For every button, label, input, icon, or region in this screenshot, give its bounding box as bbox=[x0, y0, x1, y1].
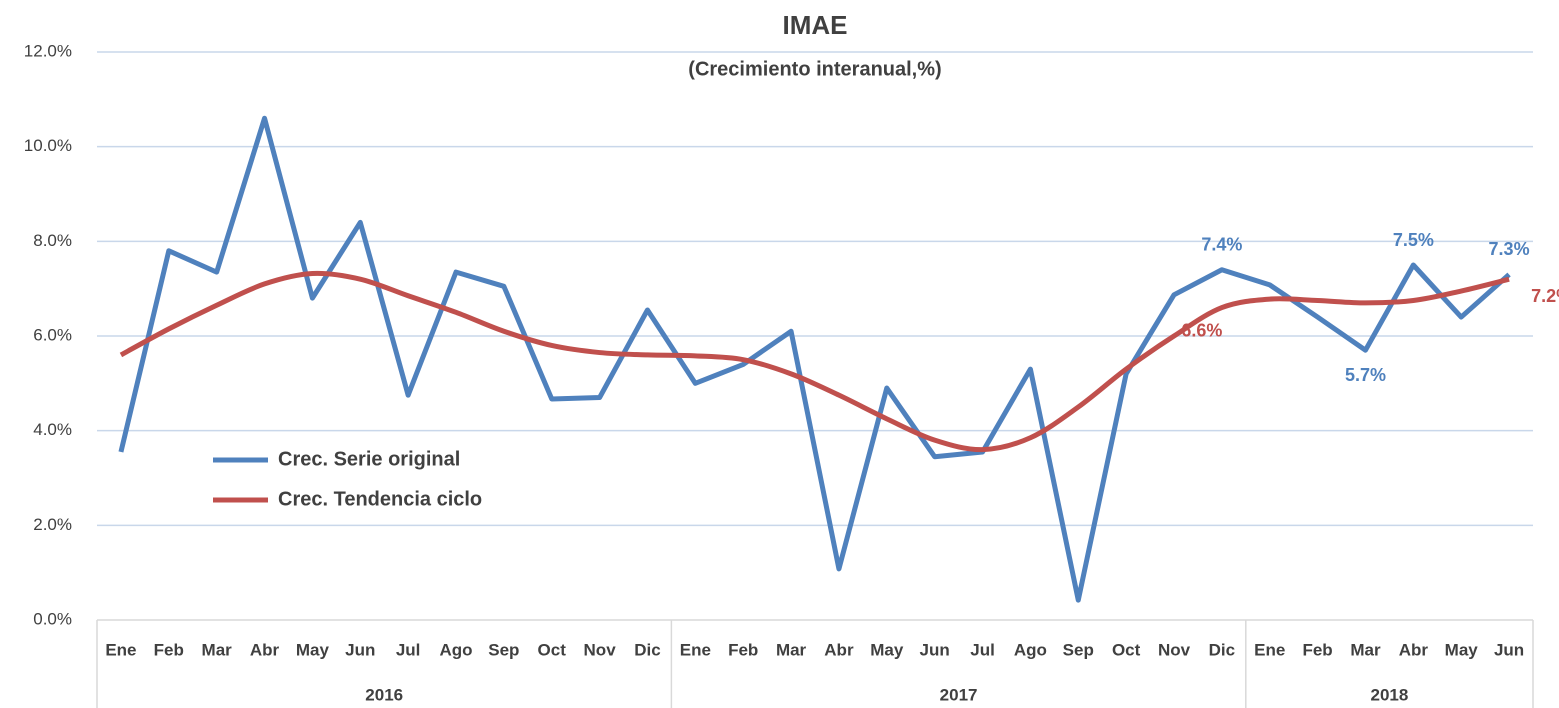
data-label: 7.3% bbox=[1489, 239, 1530, 259]
x-tick-label: Abr bbox=[1399, 640, 1429, 659]
x-tick-label: Feb bbox=[154, 640, 184, 659]
x-tick-label: Nov bbox=[584, 640, 617, 659]
x-tick-label: Ago bbox=[1014, 640, 1047, 659]
x-tick-label: Oct bbox=[538, 640, 567, 659]
x-tick-label: May bbox=[1445, 640, 1479, 659]
x-tick-label: Abr bbox=[250, 640, 280, 659]
x-tick-label: Mar bbox=[776, 640, 807, 659]
x-tick-label: Feb bbox=[1302, 640, 1332, 659]
legend-label: Crec. Serie original bbox=[278, 448, 460, 470]
x-tick-label: May bbox=[296, 640, 330, 659]
series-line bbox=[118, 115, 1511, 603]
data-label: 5.7% bbox=[1345, 365, 1386, 385]
legend-label: Crec. Tendencia ciclo bbox=[278, 488, 482, 510]
x-tick-label: Mar bbox=[202, 640, 233, 659]
data-label: 7.5% bbox=[1393, 230, 1434, 250]
y-tick-label: 2.0% bbox=[33, 515, 72, 534]
y-tick-label: 10.0% bbox=[24, 136, 72, 155]
group-label: 2017 bbox=[940, 685, 978, 704]
x-tick-label: Nov bbox=[1158, 640, 1191, 659]
y-tick-label: 8.0% bbox=[33, 231, 72, 250]
group-label: 2018 bbox=[1370, 685, 1408, 704]
chart-title: IMAE bbox=[783, 10, 848, 40]
x-tick-label: Ene bbox=[105, 640, 136, 659]
chart-subtitle: (Crecimiento interanual,%) bbox=[688, 58, 941, 80]
data-label: 7.2% bbox=[1531, 286, 1559, 306]
data-label: 6.6% bbox=[1181, 320, 1222, 340]
x-tick-label: Jul bbox=[970, 640, 995, 659]
y-tick-label: 4.0% bbox=[33, 420, 72, 439]
x-tick-label: Sep bbox=[1063, 640, 1094, 659]
x-tick-label: Dic bbox=[1209, 640, 1235, 659]
x-tick-label: Sep bbox=[488, 640, 519, 659]
x-tick-label: Jun bbox=[1494, 640, 1524, 659]
x-tick-label: Dic bbox=[634, 640, 660, 659]
x-tick-label: Mar bbox=[1350, 640, 1381, 659]
x-tick-label: Jun bbox=[345, 640, 375, 659]
y-tick-label: 12.0% bbox=[24, 41, 72, 60]
x-tick-label: Jun bbox=[920, 640, 950, 659]
x-tick-label: May bbox=[870, 640, 904, 659]
x-tick-label: Ene bbox=[680, 640, 711, 659]
y-tick-label: 0.0% bbox=[33, 609, 72, 628]
y-tick-label: 6.0% bbox=[33, 325, 72, 344]
x-tick-label: Feb bbox=[728, 640, 758, 659]
series-line bbox=[119, 270, 1510, 453]
x-tick-label: Abr bbox=[824, 640, 854, 659]
group-label: 2016 bbox=[365, 685, 403, 704]
x-tick-label: Ago bbox=[439, 640, 472, 659]
x-tick-label: Ene bbox=[1254, 640, 1285, 659]
data-label: 7.4% bbox=[1201, 234, 1242, 254]
x-tick-label: Oct bbox=[1112, 640, 1141, 659]
x-tick-label: Jul bbox=[396, 640, 421, 659]
